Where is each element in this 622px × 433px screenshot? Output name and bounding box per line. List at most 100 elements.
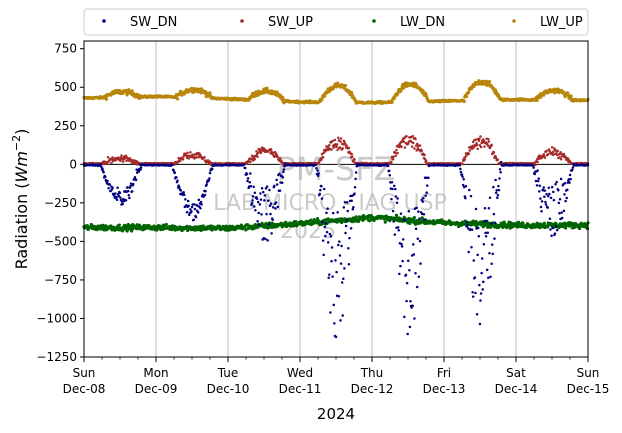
sw-dn-point (543, 195, 546, 198)
lw-up-point (464, 95, 469, 99)
lw-dn-point (340, 220, 344, 225)
sw-dn-point (276, 205, 280, 209)
sw-up-point (562, 152, 566, 156)
sw-dn-point (485, 219, 488, 223)
sw-up-point (478, 143, 482, 147)
sw-up-point (477, 139, 481, 143)
sw-dn-point (205, 183, 208, 186)
sw-dn-point (553, 232, 557, 235)
sw-up-point (476, 147, 479, 151)
sw-up-point (390, 161, 393, 164)
lw-up-point (487, 80, 492, 84)
sw-dn-point (330, 260, 333, 263)
sw-dn-point (354, 171, 358, 174)
sw-dn-point (203, 193, 207, 197)
sw-up-point (189, 150, 192, 154)
sw-dn-point (386, 164, 390, 168)
sw-dn-point (199, 200, 203, 204)
sw-dn-point (396, 197, 399, 200)
sw-up-point (341, 147, 344, 150)
sw-dn-point (468, 188, 471, 192)
lw-up-point (175, 97, 180, 101)
sw-dn-point (321, 239, 325, 242)
sw-dn-point (479, 299, 482, 302)
sw-dn-point (474, 291, 477, 295)
sw-dn-point (200, 203, 203, 206)
x-tick-date-7: Dec-15 (567, 382, 610, 396)
sw-up-point (195, 155, 198, 159)
sw-dn-point (461, 183, 465, 187)
lw-up-point (343, 83, 348, 88)
sw-dn-point (563, 193, 566, 196)
sw-dn-point (129, 182, 133, 185)
sw-dn-point (127, 194, 131, 197)
sw-dn-point (119, 196, 122, 199)
sw-dn-point (477, 235, 481, 238)
grid (155, 41, 517, 357)
lw-dn-point (117, 223, 121, 227)
sw-dn-point (271, 218, 274, 221)
sw-dn-point (540, 209, 543, 213)
sw-up-point (269, 147, 273, 151)
sw-dn-point (401, 238, 405, 241)
sw-up-point (336, 136, 340, 139)
sw-up-point (394, 151, 397, 155)
sw-dn-point (471, 290, 474, 294)
sw-up-point (181, 158, 185, 161)
sw-dn-point (347, 247, 350, 250)
sw-up-point (415, 142, 419, 146)
sw-dn-point (568, 181, 571, 184)
legend-box (83, 8, 589, 36)
sw-dn-point (498, 177, 501, 180)
sw-up-point (350, 155, 354, 158)
sw-up-point (335, 145, 338, 149)
sw-up-point (249, 160, 252, 164)
sw-dn-point (400, 245, 404, 248)
sw-dn-point (260, 187, 264, 190)
sw-dn-point (558, 198, 562, 201)
sw-dn-point (351, 207, 355, 211)
sw-dn-point (546, 194, 550, 198)
legend-marker-lw-up (512, 19, 516, 23)
sw-up-point (339, 137, 343, 140)
sw-up-point (403, 146, 407, 149)
sw-dn-point (315, 167, 318, 170)
sw-dn-point (387, 169, 391, 173)
y-axis: 750 500 250 0 −250 −500 −750 −1000 −1250 (36, 42, 84, 364)
sw-dn-point (208, 171, 212, 175)
sw-up-point (486, 144, 490, 147)
sw-dn-point (398, 272, 401, 276)
sw-dn-point (329, 311, 332, 314)
sw-dn-point (467, 250, 470, 254)
sw-dn-point (107, 187, 110, 190)
sw-dn-point (187, 204, 190, 207)
sw-dn-point (265, 185, 269, 188)
sw-up-point (131, 158, 134, 162)
sw-dn-point (338, 254, 342, 257)
sw-up-point (110, 161, 113, 165)
sw-dn-point (265, 212, 268, 216)
x-tick-date-5: Dec-13 (423, 382, 466, 396)
sw-up-point (550, 146, 554, 149)
sw-dn-point (407, 210, 411, 213)
sw-dn-point (316, 174, 320, 178)
sw-dn-point (533, 172, 537, 176)
sw-up-point (479, 145, 483, 149)
sw-dn-point (100, 165, 103, 168)
sw-up-point (328, 143, 331, 147)
legend-label-lw-up: LW_UP (540, 15, 583, 30)
sw-up-point (487, 140, 491, 143)
sw-dn-point (112, 194, 116, 197)
lw-dn-point (383, 220, 387, 224)
sw-up-point (203, 156, 206, 159)
sw-up-point (417, 148, 421, 152)
sw-up-point (353, 158, 356, 161)
sw-up-point (106, 156, 110, 159)
sw-dn-point (254, 209, 257, 212)
sw-dn-point (494, 178, 497, 182)
lw-up-point (390, 100, 394, 104)
sw-dn-point (489, 275, 492, 279)
sw-up-point (463, 158, 467, 161)
sw-dn-point (331, 211, 335, 215)
sw-dn-point (253, 191, 257, 195)
